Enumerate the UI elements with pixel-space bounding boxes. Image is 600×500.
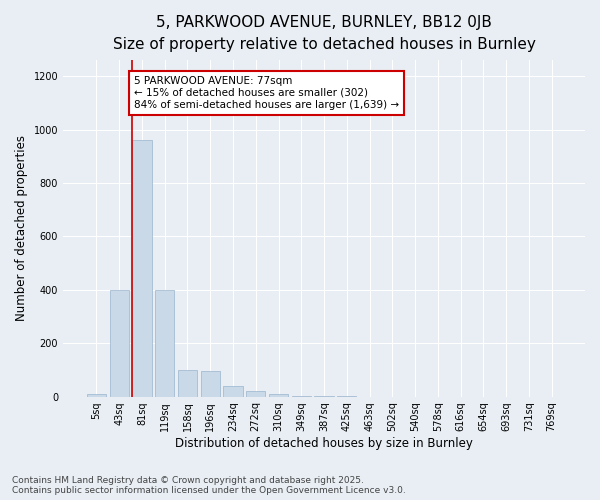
Text: Contains HM Land Registry data © Crown copyright and database right 2025.
Contai: Contains HM Land Registry data © Crown c… [12, 476, 406, 495]
Text: 5 PARKWOOD AVENUE: 77sqm
← 15% of detached houses are smaller (302)
84% of semi-: 5 PARKWOOD AVENUE: 77sqm ← 15% of detach… [134, 76, 399, 110]
Bar [200, 371, 220, 396]
Title: 5, PARKWOOD AVENUE, BURNLEY, BB12 0JB
Size of property relative to detached hous: 5, PARKWOOD AVENUE, BURNLEY, BB12 0JB Si… [113, 15, 535, 52]
Bar [269, 394, 288, 396]
Y-axis label: Number of detached properties: Number of detached properties [15, 136, 28, 322]
Bar [132, 140, 152, 396]
Bar [178, 370, 197, 396]
Bar [246, 391, 265, 396]
Bar [223, 386, 242, 396]
Bar [155, 290, 175, 397]
X-axis label: Distribution of detached houses by size in Burnley: Distribution of detached houses by size … [175, 437, 473, 450]
Bar [87, 394, 106, 396]
Bar [110, 290, 129, 397]
